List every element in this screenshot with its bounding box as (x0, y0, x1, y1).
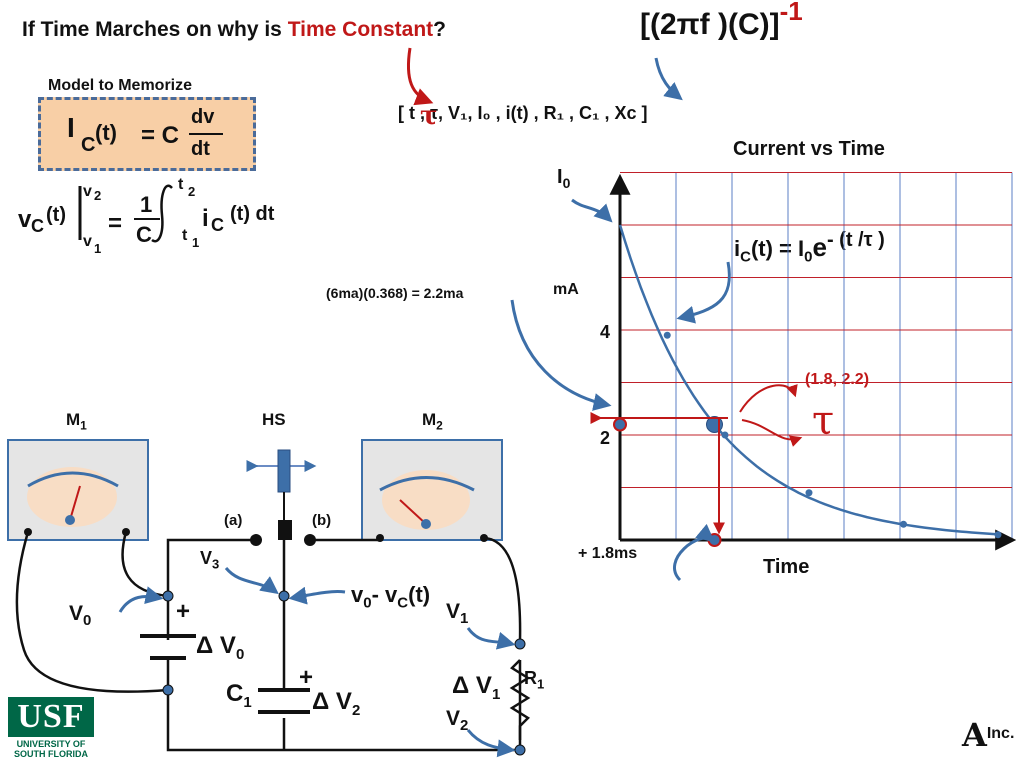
highlight-point-label: (1.8, 2.2) (805, 371, 870, 388)
node-v0-top (162, 590, 174, 602)
v3-label: V3 (200, 548, 220, 572)
meter-1-label: M1 (66, 410, 87, 433)
tau-symbol-list: τ (420, 101, 438, 131)
page-title: If Time Marches on why is Time Constant? (22, 18, 446, 41)
y-origin-label: I0 (557, 166, 571, 191)
meter-1-face (27, 467, 117, 527)
usf-logo: USF UNIVERSITY OF SOUTH FLORIDA (8, 697, 94, 759)
v3-arrow (224, 566, 279, 595)
meter-2-needle (399, 499, 427, 525)
meter-2-label: M2 (422, 410, 443, 433)
ms-arrow (673, 523, 715, 582)
y-tick-label: 2 (600, 428, 611, 448)
calc-arrow (510, 299, 612, 411)
meter-2-face (382, 470, 470, 530)
x-marker-label: + 1.8ms (578, 545, 638, 562)
chart-grid (620, 172, 1013, 540)
v2-label: V2 (446, 707, 469, 735)
meter-1-pivot (65, 515, 75, 525)
meter-1-scale (27, 471, 119, 488)
y-tick-label: 4 (600, 322, 611, 342)
fraction-bar (189, 133, 223, 135)
r1-label: R1 (524, 668, 545, 692)
delta-v2-label: Δ V2 (312, 688, 361, 719)
tau-annotation: τ (812, 398, 835, 444)
meter-2-pivot (421, 519, 431, 529)
xc-arrow (654, 57, 683, 101)
y-axis-unit: mA (553, 281, 579, 298)
tau-title-arrow (406, 47, 434, 106)
data-point (994, 531, 1002, 539)
meter-2-scale (379, 476, 475, 492)
v1-label: V1 (446, 600, 469, 628)
switch-blade (278, 520, 292, 540)
calculation-note: (6ma)(0.368) = 2.2ma (326, 285, 464, 301)
c1-label: C1 (226, 680, 252, 711)
switch-handle (277, 449, 291, 493)
chart-marks (613, 224, 1002, 547)
meter-1-needle (69, 485, 81, 521)
chart-title: Current vs Time (733, 138, 885, 160)
node-v3 (278, 590, 290, 602)
integral-sign (151, 184, 173, 243)
data-point (900, 520, 907, 528)
switch-label: HS (262, 410, 286, 429)
node-expression: v0- vC(t) (351, 582, 431, 612)
data-point (663, 331, 671, 339)
tau-arrow (741, 419, 803, 447)
y-axis-marker (613, 417, 627, 432)
node-v0-bottom (162, 684, 174, 696)
data-point (805, 489, 813, 497)
variable-list: [ t , τ, V₁, I₀ , i(t) , R₁ , C₁ , Xᴄ ] (398, 103, 648, 123)
v1-arrow (466, 627, 516, 650)
circuit-wires (15, 531, 522, 752)
delta-v1-label: Δ V1 (452, 672, 501, 703)
equation-arrow (676, 261, 731, 324)
capacitor-plus: + (299, 664, 314, 691)
node-v2 (514, 744, 526, 756)
model-equation-box: I C (t) = C dv dt (38, 97, 256, 171)
capacitive-reactance-formula: [(2πf )(C)]-1 (640, 0, 803, 41)
node-v1 (514, 638, 526, 650)
v0-arrow (118, 586, 164, 613)
v2-arrow (466, 729, 516, 758)
brand-mark: AInc. (962, 716, 1015, 754)
resistor (509, 659, 531, 740)
switch-a-label: (a) (224, 512, 243, 529)
v0-label: V0 (69, 602, 92, 630)
switch-b-label: (b) (312, 512, 332, 529)
delta-v0-label: Δ V0 (196, 632, 245, 663)
decay-equation: iC(t) = I0e- (t /τ ) (734, 229, 885, 266)
node-expr-arrow (288, 586, 346, 605)
data-point (721, 431, 729, 439)
decay-curve (618, 224, 999, 536)
x-axis-label: Time (763, 556, 810, 578)
battery-plus: + (176, 598, 191, 625)
i0-arrow (571, 198, 613, 223)
point-label-arrow (739, 383, 798, 413)
model-caption: Model to Memorize (48, 77, 193, 94)
